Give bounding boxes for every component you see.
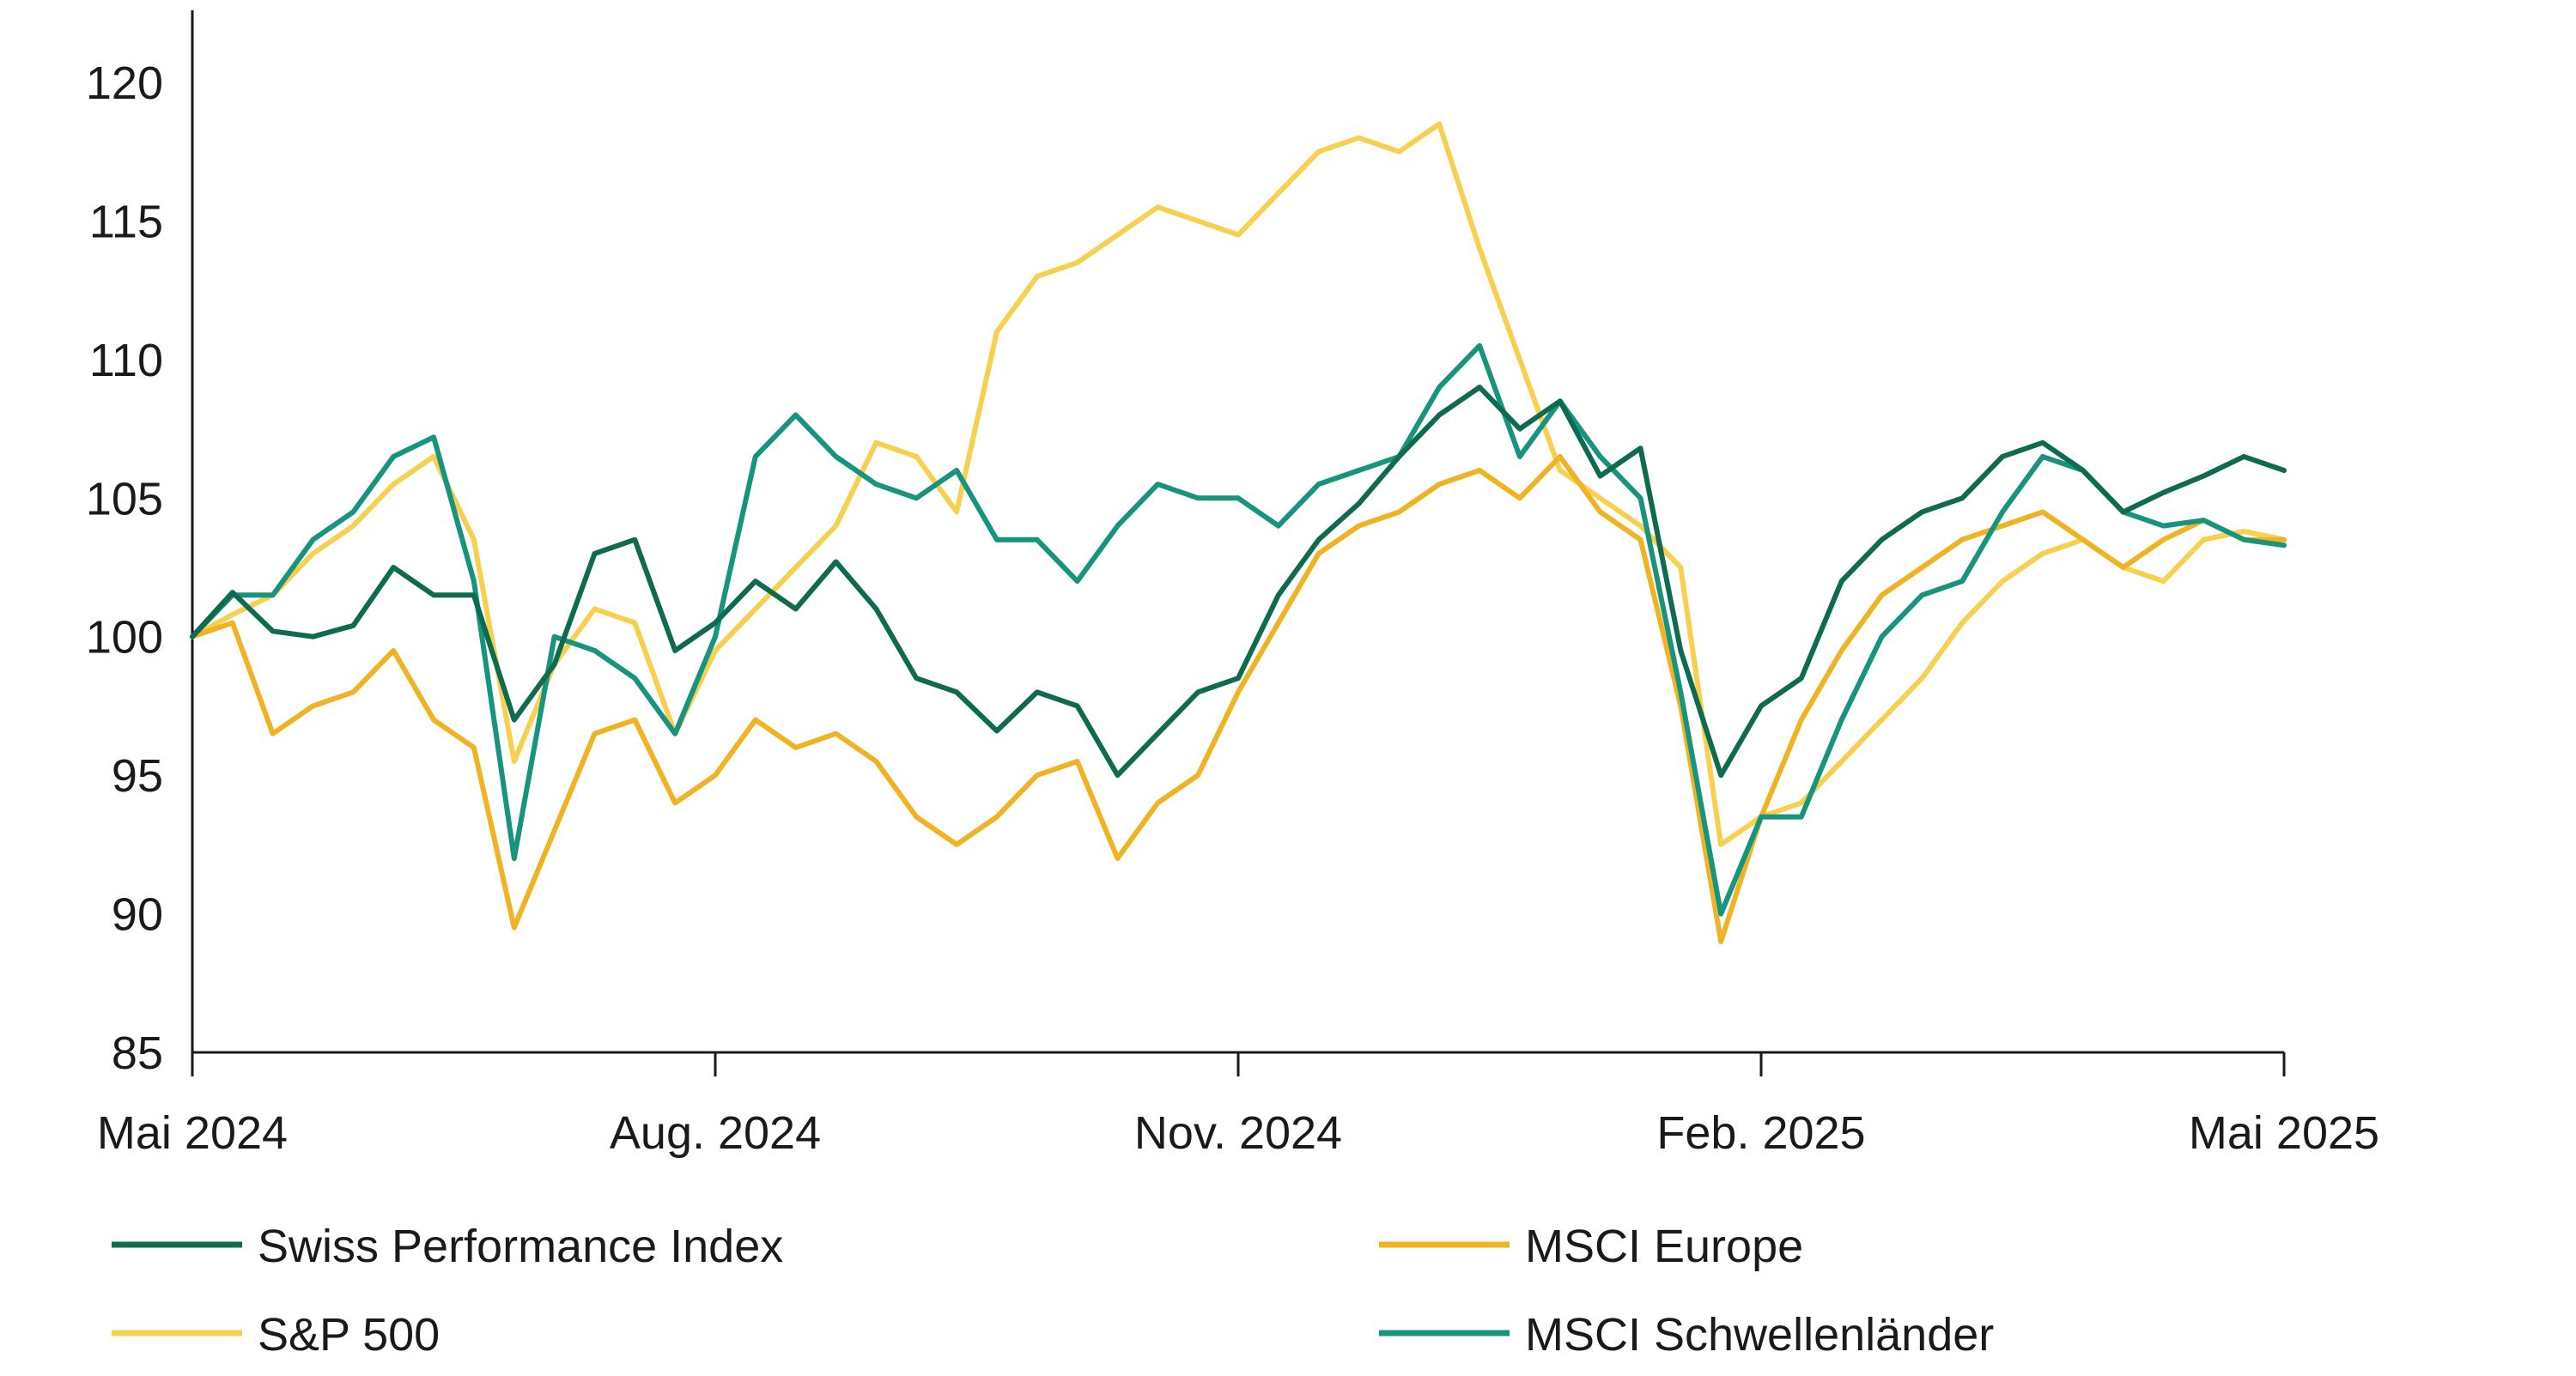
y-tick-label: 115 (89, 196, 163, 247)
y-tick-label: 95 (112, 750, 163, 802)
x-tick-label: Aug. 2024 (610, 1107, 821, 1159)
y-tick-label: 110 (89, 335, 163, 386)
legend-item-spi: Swiss Performance Index (112, 1221, 783, 1272)
legend-label-msci-europe: MSCI Europe (1525, 1221, 1803, 1272)
x-tick-label: Mai 2025 (2189, 1107, 2379, 1159)
legend-item-sp500: S&P 500 (112, 1309, 440, 1361)
y-tick-label: 105 (86, 473, 163, 524)
legend-item-msci-europe: MSCI Europe (1379, 1221, 1803, 1272)
x-tick-label: Mai 2024 (97, 1107, 288, 1159)
y-axis-ticks: 85 90 95 100 105 110 115 120 (86, 58, 163, 1079)
legend-label-sp500: S&P 500 (258, 1309, 440, 1361)
x-tick-label: Feb. 2025 (1656, 1107, 1865, 1159)
legend-item-msci-em: MSCI Schwellenländer (1379, 1309, 1994, 1361)
series-line-swiss-performance-index (190, 385, 2287, 779)
y-tick-label: 85 (112, 1027, 163, 1079)
x-tick-label: Nov. 2024 (1134, 1107, 1342, 1159)
legend: Swiss Performance Index MSCI Europe S&P … (112, 1221, 1994, 1361)
legend-label-spi: Swiss Performance Index (258, 1221, 783, 1272)
legend-label-msci-em: MSCI Schwellenländer (1525, 1309, 1994, 1361)
series-line-s-p-500 (190, 121, 2287, 847)
x-axis-ticks: Mai 2024 Aug. 2024 Nov. 2024 Feb. 2025 Mai 2… (97, 1052, 2379, 1159)
y-tick-label: 100 (86, 612, 163, 664)
y-tick-label: 120 (86, 58, 163, 109)
series-line-msci-europe (190, 453, 2287, 944)
series-line-msci-schwellenl-nder (190, 342, 2287, 917)
series-lines (190, 121, 2287, 944)
y-tick-label: 90 (112, 889, 163, 941)
